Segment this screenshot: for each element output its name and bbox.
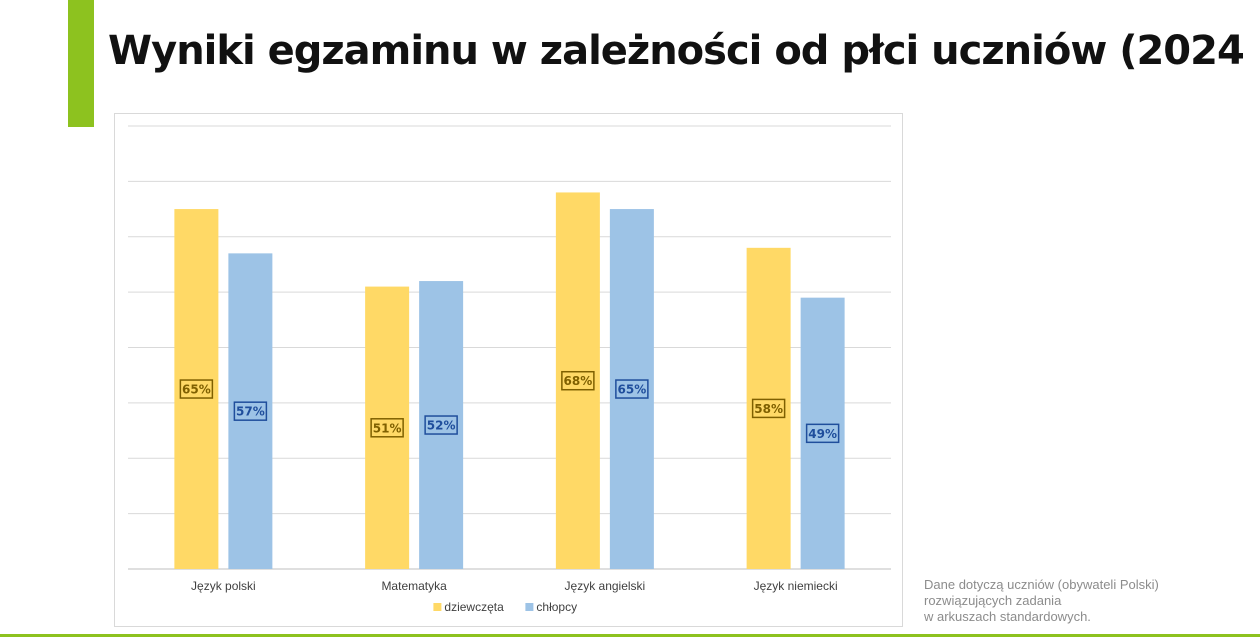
data-label-box (751, 398, 786, 419)
data-label: 65% (618, 383, 647, 397)
data-label-box (179, 379, 214, 399)
data-label: 51% (373, 421, 402, 435)
data-label: 57% (236, 405, 265, 419)
data-label: 52% (427, 419, 456, 433)
footnote-line-2: rozwiązujących zadania (924, 593, 1062, 608)
data-label-box (233, 401, 268, 421)
data-label-box (615, 379, 649, 399)
legend-label: chłopcy (536, 600, 577, 614)
legend-swatch (433, 603, 442, 611)
data-label: 49% (808, 427, 837, 441)
bottom-accent-line (0, 634, 1260, 637)
bar-chart: 65% 57% Język polski 51% 52% Matematyka 68% 65%… (128, 125, 891, 614)
data-label: 68% (564, 374, 593, 388)
data-label-box (805, 423, 840, 444)
footnote: Dane dotyczą uczniów (obywateli Polski) … (924, 577, 1254, 625)
data-label-box (370, 418, 404, 438)
x-tick-label: Język niemiecki (754, 579, 838, 593)
x-tick-label: Język polski (191, 579, 256, 593)
data-label: 58% (754, 402, 783, 416)
footnote-line-3: w arkuszach standardowych. (924, 609, 1091, 624)
data-label-box (561, 370, 595, 391)
data-label-box (424, 415, 458, 435)
legend-label: dziewczęta (444, 600, 504, 614)
legend-swatch (525, 603, 534, 611)
footnote-line-1: Dane dotyczą uczniów (obywateli Polski) (924, 577, 1159, 592)
x-tick-label: Język angielski (565, 579, 646, 593)
accent-bar (68, 0, 94, 127)
data-label: 65% (182, 383, 211, 397)
chart-frame: 65% 57% Język polski 51% 52% Matematyka 68% 65%… (114, 113, 903, 627)
page-title: Wyniki egzaminu w zależności od płci ucz… (108, 28, 1260, 74)
x-tick-label: Matematyka (381, 579, 447, 593)
